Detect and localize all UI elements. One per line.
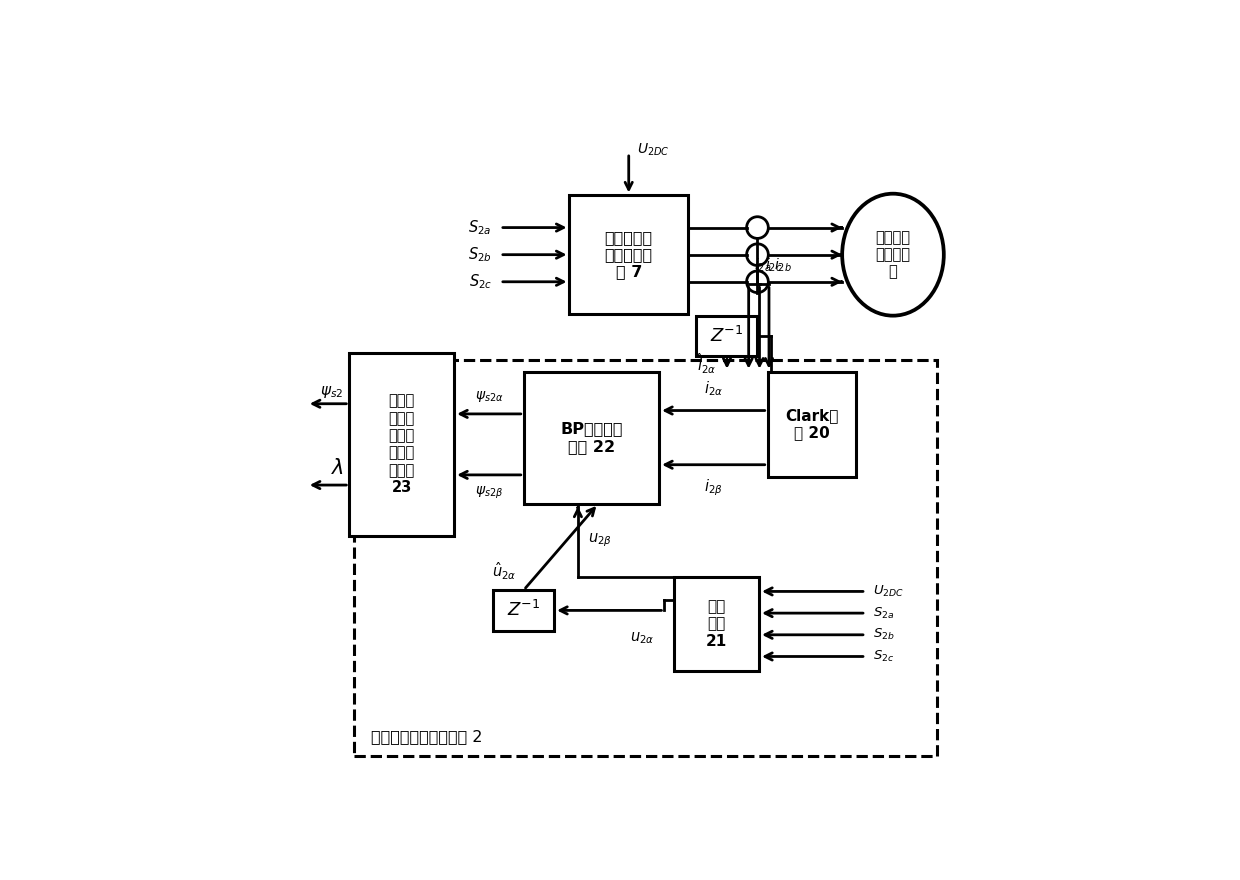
FancyBboxPatch shape	[569, 195, 688, 314]
Text: 无轴承永
磁同步电
机: 无轴承永 磁同步电 机	[875, 230, 910, 280]
Text: $Z^{-1}$: $Z^{-1}$	[711, 326, 744, 346]
Text: $\psi_{s2\beta}$: $\psi_{s2\beta}$	[475, 485, 503, 502]
Text: 悬浮力绕组磁链观测器 2: 悬浮力绕组磁链观测器 2	[371, 729, 482, 744]
Text: $S_{2a}$: $S_{2a}$	[873, 605, 894, 620]
Text: $S_{2c}$: $S_{2c}$	[469, 273, 492, 291]
FancyBboxPatch shape	[697, 316, 758, 356]
Text: $u_{2\beta}$: $u_{2\beta}$	[588, 532, 613, 549]
Text: $\hat{i}_{2\alpha}$: $\hat{i}_{2\alpha}$	[697, 352, 717, 376]
Text: $Z^{-1}$: $Z^{-1}$	[507, 600, 541, 620]
Text: $S_{2a}$: $S_{2a}$	[469, 218, 492, 237]
Text: BP神经网络
模块 22: BP神经网络 模块 22	[560, 422, 622, 454]
Text: $i_{2c}$: $i_{2c}$	[765, 257, 782, 275]
FancyBboxPatch shape	[350, 353, 454, 536]
Text: $i_{2a}$: $i_{2a}$	[754, 257, 771, 275]
Text: 电压
计算
21: 电压 计算 21	[707, 599, 728, 649]
Text: 悬浮力
绕组磁
链幅值
相位观
测模块
23: 悬浮力 绕组磁 链幅值 相位观 测模块 23	[388, 393, 415, 495]
FancyBboxPatch shape	[355, 360, 937, 756]
Text: $i_{2b}$: $i_{2b}$	[775, 257, 792, 275]
Text: $\psi_{s2}$: $\psi_{s2}$	[320, 385, 343, 400]
Text: $i_{2\beta}$: $i_{2\beta}$	[704, 477, 723, 497]
FancyBboxPatch shape	[523, 371, 660, 503]
Text: $i_{2\alpha}$: $i_{2\alpha}$	[704, 379, 723, 399]
Text: $\hat{u}_{2\alpha}$: $\hat{u}_{2\alpha}$	[492, 561, 517, 582]
Text: $S_{2b}$: $S_{2b}$	[467, 246, 492, 264]
Text: Clark变
换 20: Clark变 换 20	[785, 407, 838, 440]
Text: $U_{2DC}$: $U_{2DC}$	[637, 142, 670, 158]
Text: $S_{2b}$: $S_{2b}$	[873, 627, 894, 642]
Ellipse shape	[842, 194, 944, 316]
Text: 悬浮力绕组
电压源逆变
器 7: 悬浮力绕组 电压源逆变 器 7	[605, 230, 652, 280]
Text: $U_{2DC}$: $U_{2DC}$	[873, 584, 904, 599]
Text: $\lambda$: $\lambda$	[331, 458, 343, 478]
FancyBboxPatch shape	[675, 576, 759, 671]
Text: $S_{2c}$: $S_{2c}$	[873, 649, 894, 664]
Text: $u_{2\alpha}$: $u_{2\alpha}$	[630, 631, 655, 647]
FancyBboxPatch shape	[768, 371, 856, 477]
Text: $\psi_{s2\alpha}$: $\psi_{s2\alpha}$	[475, 389, 503, 404]
FancyBboxPatch shape	[494, 590, 554, 631]
